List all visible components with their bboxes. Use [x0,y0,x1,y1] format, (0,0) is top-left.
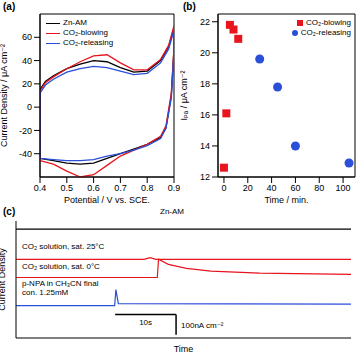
svg-text:16: 16 [200,110,210,120]
svg-text:60: 60 [290,183,300,193]
svg-text:20: 20 [200,48,210,58]
html-text:(b): (b) [183,1,196,12]
html-text:CO₂-blowing: CO₂-blowing [63,28,108,37]
svg-text:100: 100 [336,183,351,193]
html-text:CO₂-blowing: CO₂-blowing [306,18,351,27]
html-text:(c): (c) [3,206,16,217]
html-text:(a): (a) [3,1,16,12]
svg-text:0.4: 0.4 [34,183,47,193]
html-text:CO₂-releasing: CO₂-releasing [300,28,351,37]
svg-text:-20: -20 [19,126,32,136]
svg-text:20: 20 [22,79,32,89]
html-text:CO₂-releasing: CO₂-releasing [63,38,114,47]
svg-text:60: 60 [22,32,32,42]
svg-text:0.8: 0.8 [141,183,154,193]
svg-text:40: 40 [22,56,32,66]
svg-text:0.6: 0.6 [87,183,100,193]
svg-text:40: 40 [267,183,277,193]
svg-text:-40: -40 [19,149,32,159]
svg-text:Time: Time [174,344,194,354]
html-text:CO₂ solution, sat. 25°C: CO₂ solution, sat. 25°C [22,242,105,251]
svg-text:0.7: 0.7 [114,183,127,193]
svg-text:22: 22 [200,17,210,27]
svg-text:14: 14 [200,141,210,151]
svg-text:Iₚₐ / μA cm⁻²: Iₚₐ / μA cm⁻² [180,70,189,120]
html-text:Zn-AM: Zn-AM [160,207,184,216]
svg-text:10s: 10s [139,318,152,327]
svg-text:12: 12 [200,172,210,182]
svg-text:80: 80 [314,183,324,193]
svg-text:0.9: 0.9 [168,183,180,193]
html-text:CO₂ solution, sat. 0°C: CO₂ solution, sat. 0°C [22,262,100,271]
svg-text:0: 0 [221,183,226,193]
svg-text:Current Density / μA cm⁻²: Current Density / μA cm⁻² [8,44,9,147]
svg-text:0.5: 0.5 [61,183,74,193]
svg-text:Time / min.: Time / min. [264,195,308,205]
svg-text:20: 20 [243,183,253,193]
svg-text:0: 0 [27,102,32,112]
svg-text:100nA cm⁻²: 100nA cm⁻² [181,321,224,330]
svg-text:18: 18 [200,79,210,89]
svg-text:Potential / V vs. SCE.: Potential / V vs. SCE. [64,195,150,205]
html-text:Zn-AM: Zn-AM [63,18,87,27]
html-text:p-NPA in CH₃CN final con. 1.25: p-NPA in CH₃CN final con. 1.25mM [22,279,99,297]
